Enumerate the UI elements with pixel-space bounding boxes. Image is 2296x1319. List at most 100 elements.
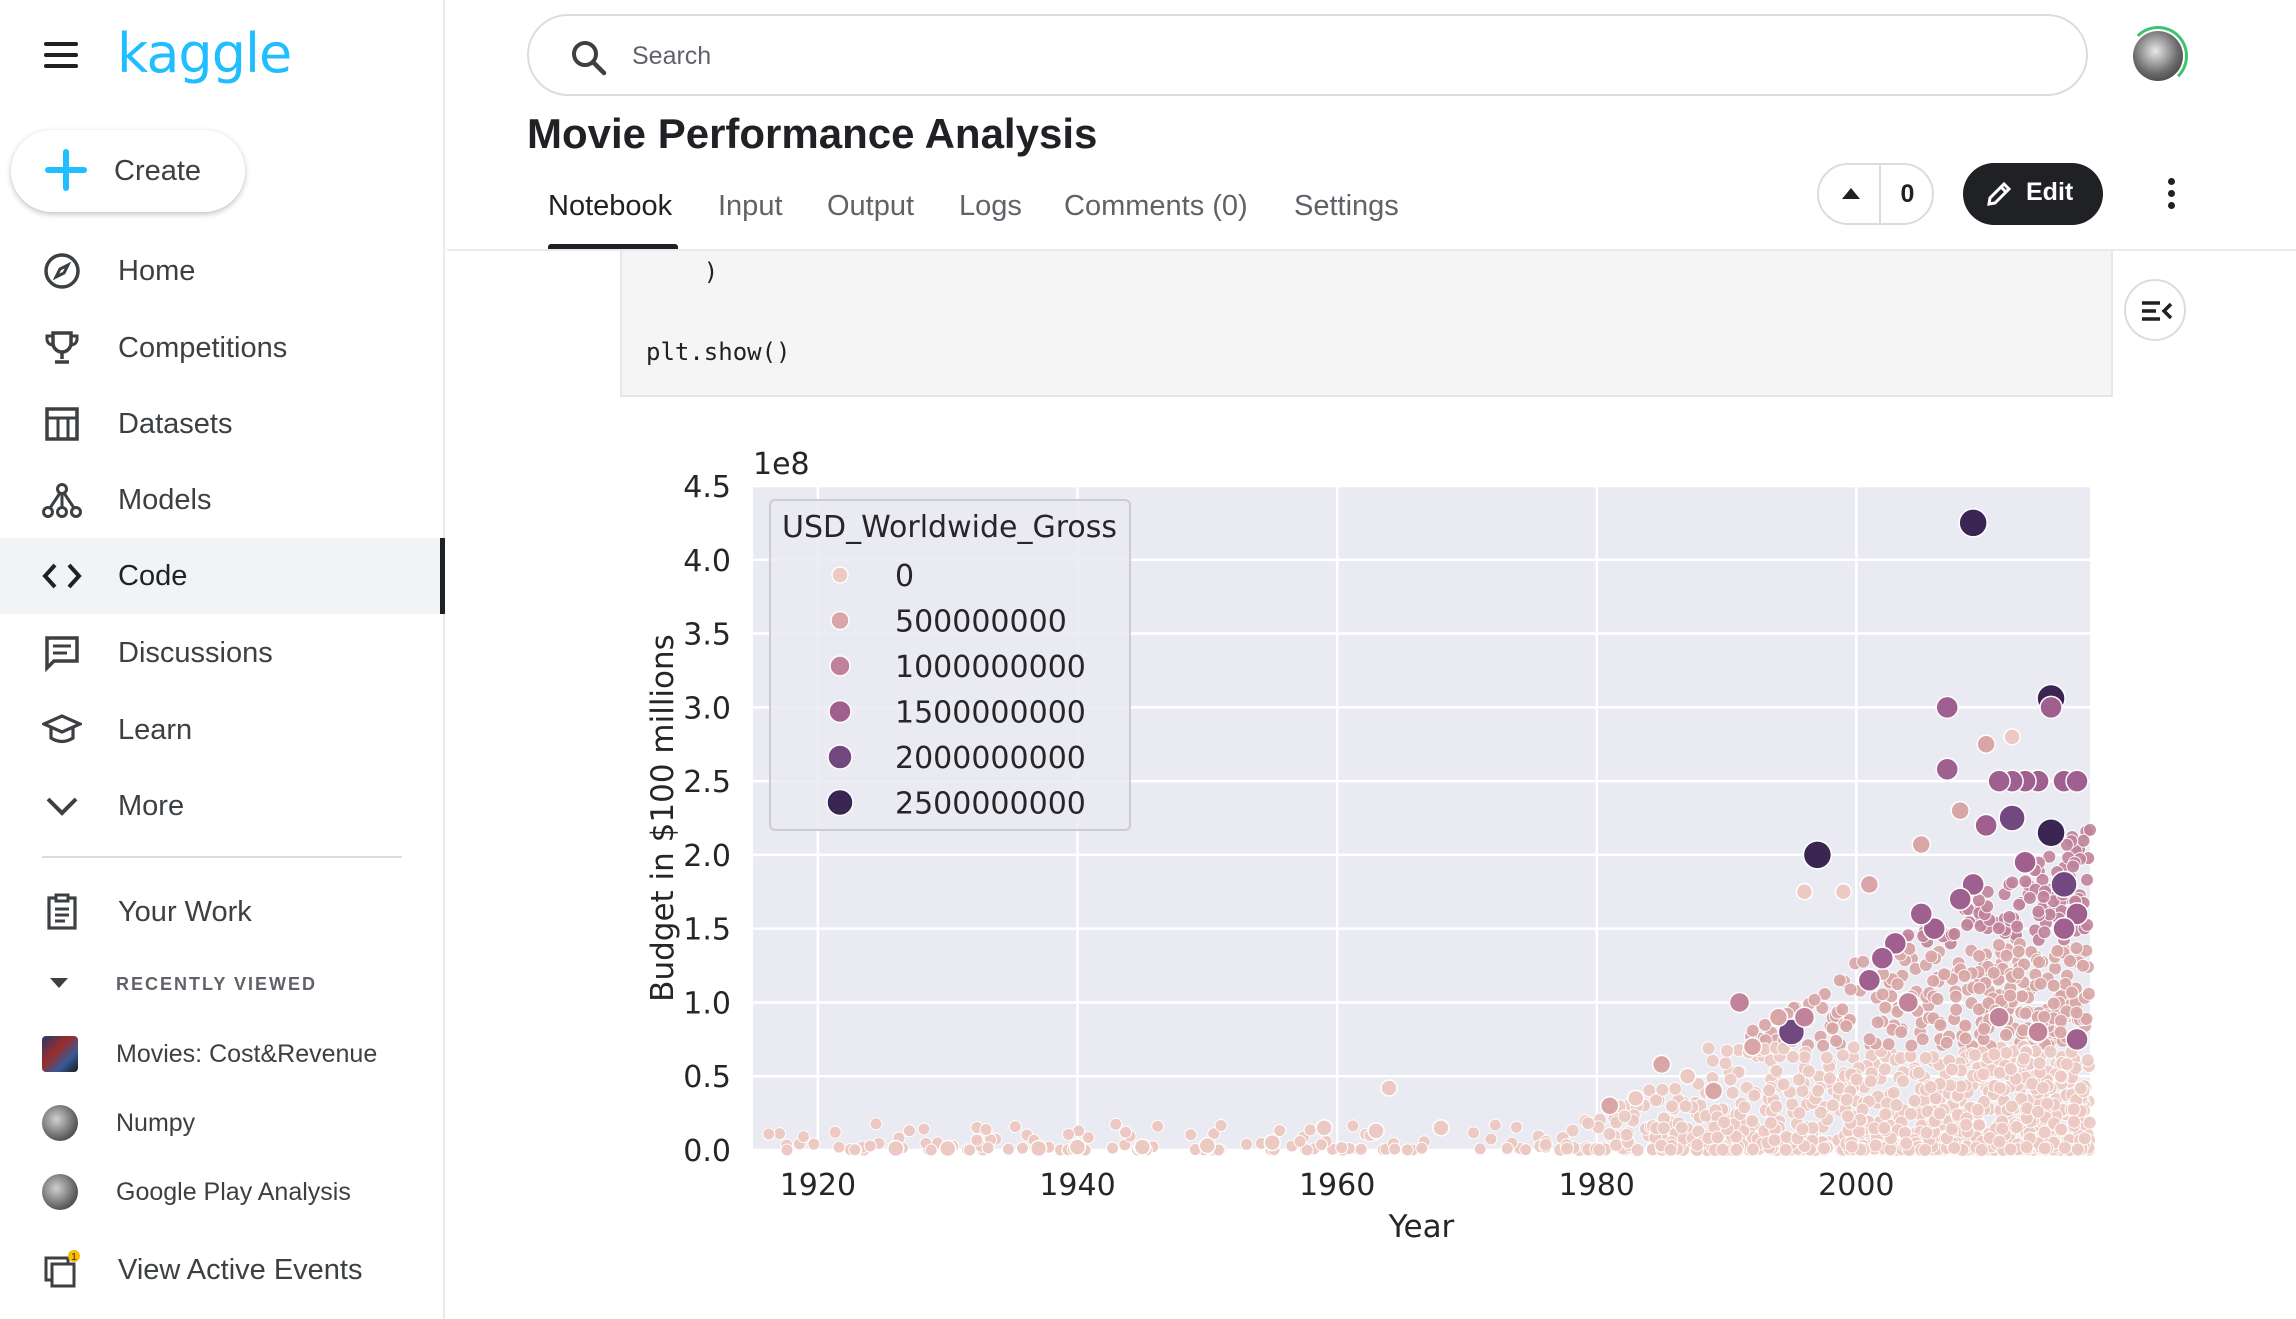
vote-count: 0 (1900, 180, 1915, 208)
sidebar-item-home[interactable]: Home (0, 233, 445, 309)
data-point (2050, 943, 2065, 958)
data-point (1819, 1050, 1834, 1065)
data-point (2003, 988, 2018, 1003)
data-point (1949, 1002, 1964, 1017)
y-tick-label: 2.0 (683, 839, 731, 874)
sidebar-item-label: Discussions (118, 636, 273, 669)
tab-notebook[interactable]: Notebook (548, 190, 673, 222)
data-point (1958, 508, 1988, 538)
tab-input[interactable]: Input (718, 190, 783, 222)
data-point (1970, 1102, 1985, 1117)
data-point (1967, 1048, 1982, 1063)
data-point (1109, 1117, 1123, 1131)
sidebar-item-code[interactable]: Code (0, 538, 445, 614)
upvote-button[interactable] (1819, 165, 1881, 223)
data-point (2003, 1062, 2018, 1077)
data-point (1915, 1032, 1930, 1047)
data-point (1081, 1130, 1095, 1144)
tab-output[interactable]: Output (827, 190, 915, 222)
data-point (1944, 1122, 1959, 1137)
recent-item[interactable]: Google Play Analysis (0, 1162, 445, 1222)
data-point (1785, 1050, 1800, 1065)
data-point (828, 1125, 842, 1139)
create-button[interactable]: Create (11, 130, 245, 212)
menu-icon[interactable] (44, 42, 78, 70)
sidebar-item-datasets[interactable]: Datasets (0, 386, 445, 462)
notebook-thumbnail (42, 1174, 78, 1210)
data-point (2053, 1069, 2068, 1084)
data-point (2009, 1120, 2024, 1135)
data-point (2032, 955, 2047, 970)
data-point (1825, 1021, 1840, 1036)
data-point (1592, 1142, 1607, 1157)
data-point (1300, 1143, 1314, 1157)
data-point (2073, 1081, 2088, 1096)
data-point (1668, 1081, 1683, 1096)
data-point (1822, 1071, 1837, 1086)
tab-logs[interactable]: Logs (959, 190, 1022, 222)
sidebar-item-learn[interactable]: Learn (0, 692, 445, 768)
data-point (869, 1117, 883, 1131)
y-tick-label: 0.5 (683, 1060, 731, 1095)
avatar[interactable] (2133, 31, 2183, 81)
data-point (2036, 818, 2066, 848)
data-point (1674, 1120, 1689, 1135)
data-point (1958, 1018, 1973, 1033)
data-point (1778, 1142, 1793, 1157)
data-point (1839, 1092, 1854, 1107)
data-point (1881, 1037, 1896, 1052)
data-point (979, 1123, 993, 1137)
search-input[interactable] (632, 38, 2032, 74)
data-point (924, 1143, 938, 1157)
caret-down-icon[interactable] (50, 978, 68, 988)
data-point (1015, 1141, 1029, 1155)
tab-settings[interactable]: Settings (1294, 190, 1399, 222)
data-point (2066, 1102, 2081, 1117)
data-point (2076, 958, 2091, 973)
data-point (1617, 1109, 1632, 1124)
data-point (1388, 1142, 1402, 1156)
sidebar-item-more[interactable]: More (0, 768, 445, 844)
data-point (1737, 1100, 1752, 1115)
data-point (2005, 875, 2020, 890)
kaggle-logo[interactable]: kaggle (117, 22, 292, 85)
data-point (1619, 1127, 1634, 1142)
data-point (1184, 1128, 1198, 1142)
data-point (1747, 1088, 1762, 1103)
edit-button[interactable]: Edit (1963, 163, 2103, 225)
y-axis-label: Budget in $100 millions (645, 634, 681, 1002)
data-point (1488, 1118, 1502, 1132)
more-options-icon[interactable] (2160, 178, 2182, 212)
data-point (1651, 1054, 1672, 1075)
data-point (1862, 1032, 1877, 1047)
table-of-contents-button[interactable] (2124, 279, 2186, 341)
create-label: Create (114, 155, 202, 187)
search-bar[interactable] (527, 14, 2088, 96)
sidebar-item-active-events[interactable]: 1 View Active Events (0, 1232, 445, 1308)
sidebar-item-competitions[interactable]: Competitions (0, 310, 445, 386)
data-point (1769, 1063, 1784, 1078)
recent-item[interactable]: Movies: Cost&Revenue (0, 1024, 445, 1084)
sidebar-item-models[interactable]: Models (0, 462, 445, 538)
recent-item[interactable]: Numpy (0, 1093, 445, 1153)
data-point (1992, 1081, 2007, 1096)
data-point (1599, 1095, 1620, 1116)
data-point (1987, 1047, 2002, 1062)
data-point (2057, 1140, 2072, 1155)
data-point (1133, 1138, 1152, 1156)
sidebar-item-discussions[interactable]: Discussions (0, 615, 445, 691)
data-point (1875, 987, 1890, 1002)
data-point (1745, 1023, 1760, 1038)
data-point (1974, 813, 1998, 838)
data-point (1896, 1074, 1911, 1089)
data-point (1935, 757, 1959, 782)
code-cell[interactable]: ) plt.show() (620, 251, 2113, 397)
data-point (1119, 1125, 1133, 1139)
data-point (1937, 967, 1952, 982)
sidebar-item-your-work[interactable]: Your Work (0, 874, 445, 950)
tab-comments[interactable]: Comments (0) (1064, 190, 1248, 222)
data-point (2012, 897, 2027, 912)
data-point (1930, 991, 1945, 1006)
data-point (2059, 1057, 2074, 1072)
data-point (1797, 1050, 1812, 1065)
